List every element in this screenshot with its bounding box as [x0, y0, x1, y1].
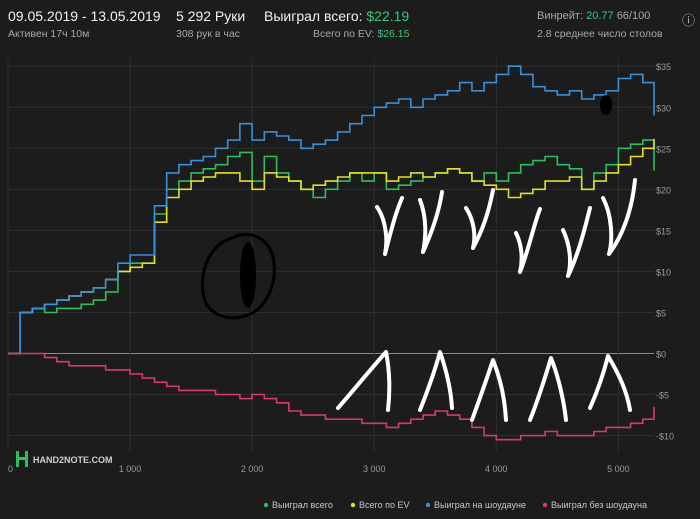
upper-fang [375, 196, 404, 256]
y-tick-label: $10 [656, 267, 671, 277]
y-tick-label: -$5 [656, 391, 669, 401]
chart-legend: Выиграл всего Всего по EV Выиграл на шоуда… [263, 500, 647, 510]
hand2note-logo-icon [16, 451, 28, 467]
lower-fang [418, 350, 454, 412]
legend-entry[interactable]: Выиграл без шоудауна [551, 500, 647, 510]
won-total: Выиграл всего: $22.19 [264, 8, 409, 24]
series-line [8, 65, 655, 355]
active-time: Активен 17ч 10м [8, 28, 90, 40]
y-tick-label: $25 [656, 144, 671, 154]
info-icon[interactable]: ⓘ [682, 13, 696, 28]
y-tick-label: $20 [656, 185, 671, 195]
series-line [8, 352, 655, 441]
bankroll-chart: $35 $30 $25 $20 $15 $10 $5 $0 -$5 -$10 0 1 000 2 00… [7, 58, 674, 510]
hands-per-hour: 308 рук в час [176, 28, 240, 40]
series-line [8, 139, 655, 355]
winrate-label: Винрейт: [537, 10, 584, 22]
x-tick-label: 2 000 [241, 464, 264, 474]
winrate-hands: 66/100 [616, 10, 651, 22]
eye-small [600, 95, 612, 115]
upper-fang [561, 206, 592, 278]
doodle-overlay [200, 95, 637, 422]
ev-total-label: Всего по EV: [313, 28, 375, 40]
upper-fang [601, 178, 637, 256]
avg-tables: 2.8 среднее число столов [537, 28, 663, 40]
legend-entry[interactable]: Выиграл на шоудауне [434, 500, 526, 510]
legend-marker-icon [542, 502, 548, 508]
winrate-value: 20.77 [586, 10, 614, 22]
y-tick-label: $30 [656, 103, 671, 113]
x-tick-label: 3 000 [363, 464, 386, 474]
legend-entry[interactable]: Всего по EV [359, 500, 409, 510]
watermark-text: HAND2NOTE.COM [33, 455, 113, 465]
legend-marker-icon [263, 502, 269, 508]
y-tick-label: $15 [656, 226, 671, 236]
stats-header: 09.05.2019 - 13.05.2019 Активен 17ч 10м … [0, 0, 700, 46]
upper-fang [464, 188, 495, 250]
chart-series [8, 65, 655, 441]
won-total-label: Выиграл всего: [264, 8, 363, 24]
eye-pupil [240, 242, 256, 308]
y-axis-ticks: $35 $30 $25 $20 $15 $10 $5 $0 -$5 -$10 [656, 62, 674, 441]
x-tick-label: 0 [8, 464, 13, 474]
won-total-value: $22.19 [366, 8, 410, 24]
ev-total: Всего по EV: $26.15 [313, 28, 409, 40]
chart-grid [7, 58, 654, 452]
lower-fang [470, 358, 508, 422]
y-tick-label: $0 [656, 350, 666, 360]
legend-marker-icon [425, 502, 431, 508]
y-tick-label: $35 [656, 62, 671, 72]
lower-fang [528, 356, 568, 422]
series-line [8, 138, 655, 355]
ev-total-value: $26.15 [377, 28, 410, 40]
upper-fang [418, 190, 444, 254]
date-range: 09.05.2019 - 13.05.2019 [8, 8, 161, 24]
legend-entry[interactable]: Выиграл всего [272, 500, 333, 510]
eye-outline [200, 233, 276, 320]
x-tick-label: 4 000 [485, 464, 508, 474]
y-tick-label: -$10 [656, 432, 674, 442]
watermark: HAND2NOTE.COM [16, 451, 113, 467]
lower-fang [588, 354, 632, 412]
x-tick-label: 1 000 [119, 464, 142, 474]
lower-fang [336, 350, 392, 412]
winrate: Винрейт: 20.77 66/100 [537, 10, 650, 22]
y-tick-label: $5 [656, 308, 666, 318]
legend-marker-icon [350, 502, 356, 508]
hands-count: 5 292 Руки [176, 8, 246, 24]
x-axis-ticks: 0 1 000 2 000 3 000 4 000 5 000 [8, 464, 630, 474]
x-tick-label: 5 000 [607, 464, 630, 474]
upper-fang [514, 207, 542, 274]
